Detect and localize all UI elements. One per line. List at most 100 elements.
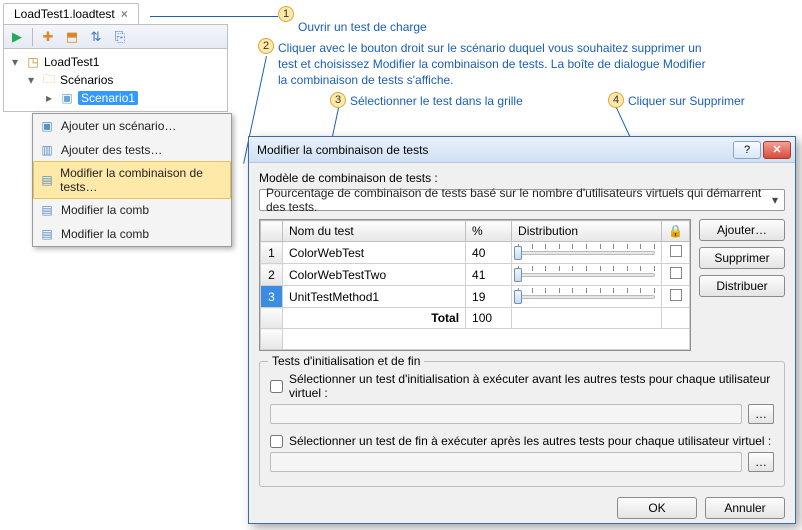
init-browse-button[interactable]: …: [748, 404, 774, 424]
tree-root-label: LoadTest1: [44, 55, 99, 69]
row-index[interactable]: 3: [261, 286, 283, 308]
edit-mix-icon: ▤: [39, 226, 55, 242]
callout-2: 2: [258, 38, 274, 54]
cell-test-name[interactable]: UnitTestMethod1: [283, 286, 466, 308]
init-check-row: Sélectionner un test d'initialisation à …: [270, 372, 774, 400]
close-icon[interactable]: ×: [121, 7, 128, 21]
callout-1: 1: [278, 6, 294, 22]
table-row[interactable]: 2ColorWebTestTwo41: [261, 264, 690, 286]
callout-3-text: Sélectionner le test dans la grille: [350, 93, 523, 109]
side-buttons: Ajouter… Supprimer Distribuer: [699, 219, 785, 351]
table-row[interactable]: 3UnitTestMethod119: [261, 286, 690, 308]
tree-scenario1-label: Scenario1: [78, 91, 138, 105]
table-row[interactable]: 1ColorWebTest40: [261, 242, 690, 264]
end-input-row: …: [270, 452, 774, 472]
ctx-edit-mix[interactable]: ▤ Modifier la combinaison de tests…: [33, 161, 231, 199]
cell-test-name[interactable]: ColorWebTest: [283, 242, 466, 264]
threshold-icon[interactable]: ⇅: [87, 28, 105, 46]
expander-icon[interactable]: ▸: [46, 91, 56, 105]
mix-model-combo[interactable]: Pourcentage de combinaison de tests basé…: [259, 189, 785, 211]
cancel-button[interactable]: Annuler: [705, 497, 785, 519]
ctx-label: Modifier la combinaison de tests…: [60, 166, 222, 194]
lock-checkbox[interactable]: [670, 245, 682, 257]
ctx-label: Ajouter un scénario…: [61, 119, 176, 133]
end-check-row: Sélectionner un test de fin à exécuter a…: [270, 434, 774, 448]
edit-mix-icon: ▤: [39, 202, 55, 218]
counter-icon[interactable]: ⬒: [63, 28, 81, 46]
callout-4-text: Cliquer sur Supprimer: [628, 93, 745, 109]
tree-scenarios[interactable]: ▾ 🗀 Scénarios: [6, 71, 225, 89]
scenario-tree: ▾ ◳ LoadTest1 ▾ 🗀 Scénarios ▸ ▣ Scenario…: [3, 49, 228, 112]
grid-wrap: Nom du test % Distribution 🔒 1ColorWebTe…: [259, 219, 785, 351]
lock-checkbox[interactable]: [670, 267, 682, 279]
init-end-group: Tests d'initialisation et de fin Sélecti…: [259, 361, 785, 487]
close-button[interactable]: ✕: [763, 141, 791, 159]
row-index[interactable]: 1: [261, 242, 283, 264]
callout-number: 1: [278, 6, 294, 22]
edit-mix-icon: ▤: [40, 172, 54, 188]
tab-title: LoadTest1.loadtest: [14, 7, 115, 21]
tree-root[interactable]: ▾ ◳ LoadTest1: [6, 53, 225, 71]
end-label: Sélectionner un test de fin à exécuter a…: [289, 434, 771, 448]
expander-icon[interactable]: ▾: [12, 55, 22, 69]
folder-icon: 🗀: [42, 73, 56, 87]
cell-distribution[interactable]: [512, 286, 662, 308]
test-mix-table: Nom du test % Distribution 🔒 1ColorWebTe…: [260, 220, 690, 350]
context-menu: ▣ Ajouter un scénario… ▥ Ajouter des tes…: [32, 113, 232, 247]
ctx-edit-mix-2[interactable]: ▤ Modifier la comb: [33, 198, 231, 222]
dialog-footer: OK Annuler: [259, 497, 785, 519]
toolbar-separator: [32, 28, 33, 46]
chevron-down-icon: ▾: [772, 193, 778, 207]
col-lock[interactable]: 🔒: [662, 221, 690, 242]
callout-3: 3: [330, 92, 346, 108]
edit-test-mix-dialog: Modifier la combinaison de tests ? ✕ Mod…: [248, 136, 796, 524]
init-checkbox[interactable]: [270, 380, 283, 393]
end-browse-button[interactable]: …: [748, 452, 774, 472]
callout-text: Ouvrir un test de charge: [298, 19, 427, 35]
expander-icon[interactable]: ▾: [28, 73, 38, 87]
ctx-label: Modifier la comb: [61, 227, 149, 241]
tree-scenario1[interactable]: ▸ ▣ Scenario1: [6, 89, 225, 107]
lock-checkbox[interactable]: [670, 289, 682, 301]
dialog-title: Modifier la combinaison de tests: [257, 143, 428, 157]
end-checkbox[interactable]: [270, 435, 283, 448]
callout-number: 4: [608, 92, 624, 108]
ok-button[interactable]: OK: [617, 497, 697, 519]
tab-bar: LoadTest1.loadtest ×: [3, 3, 228, 25]
ctx-add-scenario[interactable]: ▣ Ajouter un scénario…: [33, 114, 231, 138]
ctx-add-tests[interactable]: ▥ Ajouter des tests…: [33, 138, 231, 162]
add-tests-icon: ▥: [39, 142, 55, 158]
remove-button[interactable]: Supprimer: [699, 247, 785, 269]
cell-lock[interactable]: [662, 264, 690, 286]
cell-percent[interactable]: 41: [466, 264, 512, 286]
run-icon[interactable]: ▶: [8, 28, 26, 46]
callout-4: 4: [608, 92, 624, 108]
cell-percent[interactable]: 40: [466, 242, 512, 264]
cell-lock[interactable]: [662, 286, 690, 308]
end-test-field[interactable]: [270, 452, 742, 472]
callout-2-text: Cliquer avec le bouton droit sur le scén…: [278, 40, 718, 89]
plugin-icon[interactable]: ⎘: [111, 28, 129, 46]
cell-percent[interactable]: 19: [466, 286, 512, 308]
cell-distribution[interactable]: [512, 242, 662, 264]
blank-rowhdr: [261, 329, 283, 350]
col-pct[interactable]: %: [466, 221, 512, 242]
add-button[interactable]: Ajouter…: [699, 219, 785, 241]
new-scenario-icon[interactable]: ✚: [39, 28, 57, 46]
cell-test-name[interactable]: ColorWebTestTwo: [283, 264, 466, 286]
ctx-edit-mix-3[interactable]: ▤ Modifier la comb: [33, 222, 231, 246]
distribute-button[interactable]: Distribuer: [699, 275, 785, 297]
col-name[interactable]: Nom du test: [283, 221, 466, 242]
loadtest-editor: LoadTest1.loadtest × ▶ ✚ ⬒ ⇅ ⎘ ▾ ◳ LoadT…: [3, 3, 228, 112]
col-dist[interactable]: Distribution: [512, 221, 662, 242]
dialog-body: Modèle de combinaison de tests : Pourcen…: [249, 163, 795, 529]
init-test-field[interactable]: [270, 404, 742, 424]
dialog-titlebar: Modifier la combinaison de tests ? ✕: [249, 137, 795, 163]
cell-distribution[interactable]: [512, 264, 662, 286]
cell-lock[interactable]: [662, 242, 690, 264]
callout-text: Sélectionner le test dans la grille: [350, 93, 523, 109]
row-index[interactable]: 2: [261, 264, 283, 286]
help-button[interactable]: ?: [733, 141, 761, 159]
tab-loadtest[interactable]: LoadTest1.loadtest ×: [3, 3, 139, 24]
group-legend: Tests d'initialisation et de fin: [268, 354, 424, 368]
